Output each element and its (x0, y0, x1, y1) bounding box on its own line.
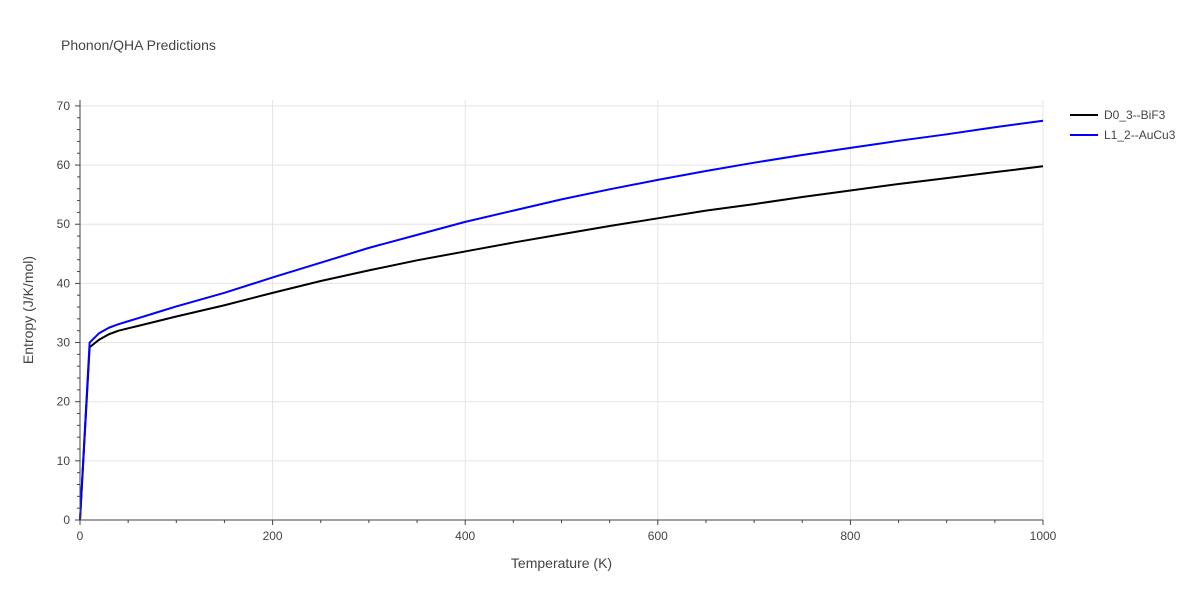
y-tick-label: 60 (57, 158, 71, 172)
x-tick-label: 400 (455, 529, 475, 543)
y-tick-label: 0 (63, 513, 70, 527)
y-tick-label: 10 (57, 454, 71, 468)
series-line-1 (79, 165, 1044, 521)
x-tick-label: 0 (77, 529, 84, 543)
legend: D0_3--BiF3 L1_2--AuCu3 (1070, 108, 1176, 142)
y-tick-label: 50 (57, 217, 71, 231)
series-line-2 (79, 119, 1044, 521)
axes: 0 200 400 600 800 1000 0 10 20 30 40 50 60 70 (57, 99, 1057, 543)
y-tick-label: 40 (57, 276, 71, 290)
legend-label-1: D0_3--BiF3 (1104, 108, 1166, 122)
series-layer (79, 119, 1044, 521)
y-tick-label: 20 (57, 395, 71, 409)
y-tick-label: 30 (57, 336, 71, 350)
x-axis-title: Temperature (K) (511, 555, 612, 571)
y-tick-label: 70 (57, 99, 71, 113)
x-tick-label: 200 (263, 529, 283, 543)
x-tick-label: 600 (648, 529, 668, 543)
legend-label-2: L1_2--AuCu3 (1104, 128, 1176, 142)
chart-title: Phonon/QHA Predictions (61, 37, 216, 53)
x-tick-label: 800 (840, 529, 860, 543)
x-tick-label: 1000 (1030, 529, 1057, 543)
y-axis-title: Entropy (J/K/mol) (20, 256, 36, 364)
grid (80, 100, 1044, 520)
